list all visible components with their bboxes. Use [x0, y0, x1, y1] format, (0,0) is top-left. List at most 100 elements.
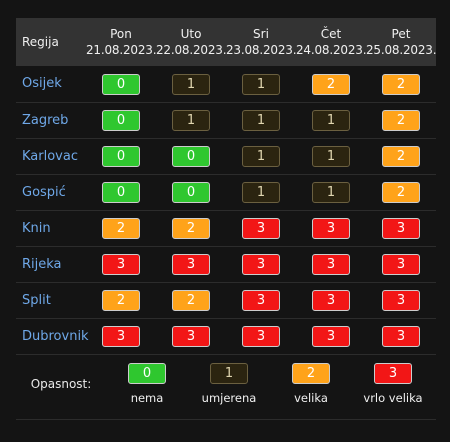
- table-row: Split 2 2 3 3 3: [16, 282, 436, 318]
- table-row: Gospić 0 0 1 1 2: [16, 174, 436, 210]
- danger-cell: 2: [366, 138, 436, 174]
- danger-cell: 3: [156, 318, 226, 354]
- region-link[interactable]: Split: [22, 292, 51, 308]
- danger-cell: 0: [86, 102, 156, 138]
- danger-level-badge: 3: [242, 254, 280, 275]
- danger-cell: 3: [226, 282, 296, 318]
- danger-level-badge: 0: [102, 146, 140, 167]
- table-row: Osijek 0 1 1 2 2: [16, 66, 436, 102]
- region-link[interactable]: Dubrovnik: [22, 328, 89, 344]
- region-link[interactable]: Osijek: [22, 76, 62, 92]
- legend-text: umjerena: [201, 390, 257, 405]
- danger-cell: 3: [226, 246, 296, 282]
- danger-cell: 0: [86, 66, 156, 102]
- danger-level-badge: 3: [102, 254, 140, 275]
- region-link[interactable]: Zagreb: [22, 112, 69, 128]
- danger-level-badge: 1: [312, 110, 350, 131]
- danger-cell: 3: [296, 246, 366, 282]
- danger-cell: 3: [366, 282, 436, 318]
- danger-cell: 3: [366, 318, 436, 354]
- danger-cell: 2: [156, 210, 226, 246]
- legend-badge: 2: [292, 362, 330, 384]
- danger-level-badge: 3: [312, 290, 350, 311]
- danger-cell: 3: [296, 282, 366, 318]
- day-column-header: Pon 21.08.2023.: [86, 18, 157, 66]
- danger-cell: 0: [86, 138, 156, 174]
- danger-cell: 3: [86, 318, 156, 354]
- danger-level-badge: 3: [312, 326, 350, 347]
- danger-level-badge: 3: [382, 254, 420, 275]
- table-row: Rijeka 3 3 3 3 3: [16, 246, 436, 282]
- legend-badge: 1: [210, 362, 248, 384]
- danger-level-badge: 1: [242, 146, 280, 167]
- danger-cell: 2: [366, 174, 436, 210]
- legend-label: Opasnost:: [30, 376, 92, 391]
- fire-danger-table: Regija Pon 21.08.2023. Uto 22.08.2023. S…: [16, 18, 437, 355]
- danger-level-badge: 1: [312, 146, 350, 167]
- region-link[interactable]: Karlovac: [22, 148, 78, 164]
- danger-cell: 3: [156, 246, 226, 282]
- danger-level-badge: 3: [102, 326, 140, 347]
- day-name: Sri: [253, 27, 269, 41]
- danger-level-badge: 0: [102, 110, 140, 131]
- danger-cell: 0: [86, 174, 156, 210]
- danger-level-badge: 0: [102, 73, 140, 95]
- day-date: 22.08.2023.: [156, 43, 227, 57]
- region-link[interactable]: Knin: [22, 220, 51, 236]
- table-row: Zagreb 0 1 1 1 2: [16, 102, 436, 138]
- danger-cell: 1: [226, 138, 296, 174]
- danger-level-badge: 3: [382, 326, 420, 347]
- danger-cell: 1: [226, 174, 296, 210]
- danger-level-badge: 1: [312, 182, 350, 203]
- danger-level-badge: 3: [242, 290, 280, 311]
- danger-level-badge: 3: [172, 254, 210, 275]
- legend-text: vrlo velika: [363, 390, 423, 405]
- danger-level-badge: 3: [242, 326, 280, 347]
- legend-text: velika: [294, 390, 328, 405]
- danger-cell: 2: [366, 66, 436, 102]
- danger-level-badge: 0: [172, 182, 210, 203]
- danger-cell: 3: [86, 246, 156, 282]
- danger-cell: 3: [296, 318, 366, 354]
- danger-level-badge: 1: [172, 110, 210, 131]
- table-body: Osijek 0 1 1 2 2 Zagreb 0 1 1 1 2 Karlovac 0 0 1 1 2 Gospi…: [16, 66, 436, 354]
- region-link[interactable]: Rijeka: [22, 256, 62, 272]
- danger-cell: 0: [156, 174, 226, 210]
- legend-badge: 3: [374, 362, 412, 384]
- day-column-header: Čet 24.08.2023.: [296, 18, 367, 66]
- danger-level-badge: 0: [102, 182, 140, 203]
- danger-cell: 1: [296, 102, 366, 138]
- table-row: Knin 2 2 3 3 3: [16, 210, 436, 246]
- danger-level-badge: 3: [172, 326, 210, 347]
- danger-cell: 2: [296, 66, 366, 102]
- danger-level-badge: 1: [242, 73, 280, 95]
- danger-cell: 3: [366, 210, 436, 246]
- legend-item-vrlo-velika: 3 vrlo velika: [352, 362, 434, 406]
- danger-level-badge: 2: [382, 146, 420, 167]
- day-date: 24.08.2023.: [296, 43, 367, 57]
- danger-level-badge: 2: [382, 73, 420, 95]
- danger-cell: 3: [226, 318, 296, 354]
- region-link[interactable]: Gospić: [22, 184, 66, 200]
- danger-level-badge: 3: [382, 290, 420, 311]
- danger-cell: 1: [156, 102, 226, 138]
- table-header-row: Regija Pon 21.08.2023. Uto 22.08.2023. S…: [16, 18, 437, 66]
- danger-level-badge: 2: [382, 182, 420, 203]
- danger-level-badge: 0: [172, 146, 210, 167]
- danger-cell: 2: [86, 210, 156, 246]
- day-name: Čet: [320, 27, 342, 41]
- table-row: Dubrovnik 3 3 3 3 3: [16, 318, 436, 354]
- day-column-header: Uto 22.08.2023.: [156, 18, 227, 66]
- danger-cell: 1: [226, 66, 296, 102]
- legend-item-umjerena: 1 umjerena: [188, 362, 270, 406]
- danger-cell: 1: [156, 66, 226, 102]
- region-column-header: Regija: [22, 35, 59, 49]
- danger-level-badge: 1: [242, 182, 280, 203]
- day-column-header: Sri 23.08.2023.: [226, 18, 297, 66]
- fire-danger-widget: Regija Pon 21.08.2023. Uto 22.08.2023. S…: [16, 18, 437, 420]
- danger-level-badge: 2: [102, 290, 140, 311]
- danger-level-badge: 3: [312, 218, 350, 239]
- danger-level-badge: 2: [102, 218, 140, 239]
- day-date: 21.08.2023.: [86, 43, 157, 57]
- danger-cell: 2: [366, 102, 436, 138]
